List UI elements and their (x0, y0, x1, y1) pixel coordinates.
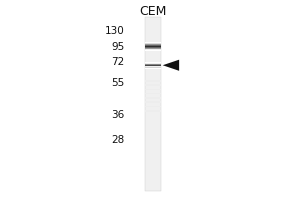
Text: 72: 72 (111, 57, 124, 67)
Text: 130: 130 (105, 26, 124, 36)
Bar (145, 47, 161, 48)
Bar (145, 67, 161, 68)
Text: 28: 28 (111, 135, 124, 145)
Text: 55: 55 (111, 78, 124, 88)
Bar (145, 101, 161, 103)
Bar (145, 84, 161, 86)
Bar (145, 64, 161, 65)
Bar (145, 48, 161, 49)
Bar (145, 62, 161, 63)
Bar (145, 43, 161, 44)
Bar (145, 93, 161, 94)
Bar (145, 97, 161, 99)
Text: 95: 95 (111, 42, 124, 52)
Bar (145, 44, 161, 45)
Text: 36: 36 (111, 110, 124, 120)
Bar (145, 65, 161, 66)
Bar (145, 80, 161, 82)
Bar (145, 42, 161, 43)
Bar (145, 89, 161, 90)
Polygon shape (163, 60, 179, 71)
Bar (145, 46, 161, 47)
Bar (145, 50, 161, 51)
Bar (145, 68, 161, 69)
Bar (145, 17, 161, 191)
Bar (145, 110, 161, 112)
Bar (145, 106, 161, 107)
Text: CEM: CEM (139, 5, 167, 18)
Bar (145, 45, 161, 46)
